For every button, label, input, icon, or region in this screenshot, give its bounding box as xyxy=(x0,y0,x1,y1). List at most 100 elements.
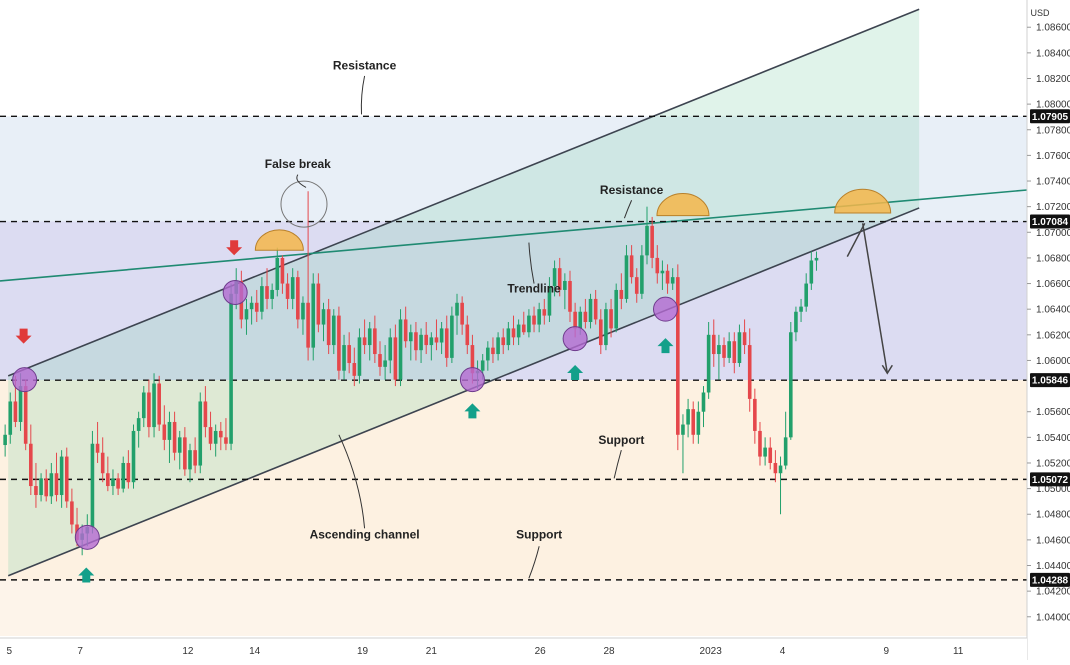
level-bands xyxy=(0,116,1027,636)
candle-body-39 xyxy=(203,401,208,428)
lower-support-band xyxy=(0,479,1027,580)
candle-body-24 xyxy=(126,462,131,483)
annotation-label-5: Ascending channel xyxy=(310,528,420,542)
candle-body-60 xyxy=(311,283,316,348)
candle-body-106 xyxy=(547,286,552,316)
price-axis[interactable]: USD 1.08600 1.08400 1.08200 1.08000 1.07800 1.… xyxy=(1026,0,1070,660)
level-price-badge-3 xyxy=(1030,472,1070,487)
time-tick-label-5: 21 xyxy=(426,646,438,657)
candle-body-94 xyxy=(486,347,490,361)
price-tick-label-3: 1.08000 xyxy=(1036,100,1070,111)
candle-body-21 xyxy=(111,478,115,487)
price-tick-label-11: 1.06400 xyxy=(1036,305,1070,316)
candle-body-130 xyxy=(670,277,675,284)
candle-body-87 xyxy=(450,315,454,358)
touch-point-0 xyxy=(12,367,38,393)
projection-arrow-up xyxy=(846,222,866,257)
price-tick-label-19: 1.04600 xyxy=(1036,535,1070,546)
candle-body-19 xyxy=(100,452,105,474)
up-arrow-3 xyxy=(657,338,674,354)
candle-body-105 xyxy=(542,309,547,316)
annotation-label-3: Trendline xyxy=(507,282,561,296)
candle-body-70 xyxy=(362,337,367,346)
annotation-label-1: False break xyxy=(265,157,331,171)
candle-body-8 xyxy=(44,478,49,497)
candle-body-64 xyxy=(331,315,336,346)
candle-body-149 xyxy=(768,447,773,463)
price-tick-label-2: 1.08200 xyxy=(1036,74,1070,85)
candle-body-102 xyxy=(527,315,531,333)
candle-body-151 xyxy=(778,465,783,474)
candle-body-84 xyxy=(434,337,439,343)
consolidation-band xyxy=(0,221,1027,381)
candle-body-38 xyxy=(198,401,203,466)
candle-body-32 xyxy=(167,421,172,440)
down-arrow-0 xyxy=(15,328,32,344)
candle-body-113 xyxy=(583,311,588,322)
candle-body-127 xyxy=(655,257,660,274)
currency-label: USD xyxy=(1030,8,1050,18)
candle-body-18 xyxy=(95,443,100,453)
candle-body-123 xyxy=(634,277,639,294)
time-tick-label-6: 26 xyxy=(535,646,547,657)
candle-body-79 xyxy=(409,332,413,342)
price-tick-label-10: 1.06600 xyxy=(1036,279,1070,290)
candle-body-96 xyxy=(496,337,500,355)
candle-body-11 xyxy=(59,456,64,496)
candle-body-78 xyxy=(403,319,408,342)
projection-arrow xyxy=(861,223,889,374)
level-price-label-4: 1.04288 xyxy=(1032,575,1069,586)
candle-body-111 xyxy=(573,311,577,329)
candle-body-126 xyxy=(650,225,654,258)
up-arrow-1 xyxy=(464,403,481,419)
candle-body-28 xyxy=(147,392,151,428)
candle-body-25 xyxy=(131,430,136,483)
candle-body-90 xyxy=(465,324,470,346)
candle-body-104 xyxy=(537,309,541,325)
candle-body-132 xyxy=(681,424,685,435)
annotation-label-0: Resistance xyxy=(333,59,397,73)
annotation-label-6: Support xyxy=(516,528,562,542)
down-arrow-1 xyxy=(226,240,243,256)
candle-body-35 xyxy=(183,437,187,470)
dome-1 xyxy=(656,193,710,217)
candle-body-154 xyxy=(794,311,798,333)
candle-body-40 xyxy=(208,427,213,444)
time-tick-label-9: 4 xyxy=(780,646,786,657)
projection-arrow-head xyxy=(881,364,893,375)
annotation-pointer-1 xyxy=(296,174,307,188)
candle-body-31 xyxy=(162,424,167,440)
candle-body-152 xyxy=(783,437,788,466)
candle-body-155 xyxy=(799,306,803,312)
time-tick-label-2: 12 xyxy=(182,646,194,657)
candle-body-134 xyxy=(691,409,696,435)
candle-body-27 xyxy=(141,392,146,419)
price-tick-label-7: 1.07200 xyxy=(1036,202,1070,213)
candle-body-1 xyxy=(8,401,13,435)
candle-body-150 xyxy=(773,462,778,474)
candle-body-37 xyxy=(193,450,197,466)
candle-body-12 xyxy=(64,456,69,502)
candle-body-122 xyxy=(629,255,634,278)
annotations: Resistance False break Resistance Trendline… xyxy=(12,59,893,583)
candle-body-52 xyxy=(270,289,274,299)
candle-body-74 xyxy=(383,360,387,367)
candle-body-142 xyxy=(732,341,737,364)
level-price-badge-4 xyxy=(1030,572,1070,587)
candle-body-80 xyxy=(414,332,418,351)
candle-body-2 xyxy=(13,401,18,422)
channel-lower-line xyxy=(7,207,920,577)
candle-body-61 xyxy=(316,283,321,325)
candle-body-88 xyxy=(455,302,459,316)
candle-body-82 xyxy=(424,334,429,346)
candle-body-43 xyxy=(224,437,228,444)
price-tick-label-18: 1.04800 xyxy=(1036,510,1070,521)
time-tick-label-1: 7 xyxy=(77,646,83,657)
time-axis[interactable]: 5 7 12 14 19 21 26 28 2023 4 9 11 xyxy=(0,637,1027,660)
candle-body-62 xyxy=(321,309,326,325)
candle-body-65 xyxy=(337,315,341,371)
candle-body-110 xyxy=(568,280,572,312)
candle-body-144 xyxy=(742,332,747,346)
dome-0 xyxy=(254,229,304,251)
price-tick-label-0: 1.08600 xyxy=(1036,23,1070,34)
